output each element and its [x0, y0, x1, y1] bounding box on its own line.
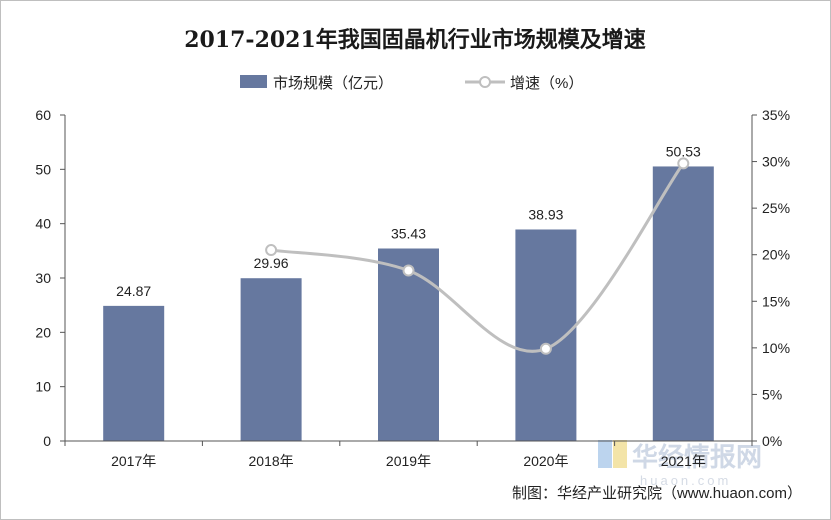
watermark-logo-left [598, 440, 612, 468]
growth-point-1 [265, 244, 278, 257]
watermark: 华经情报网 huaon.com [598, 440, 762, 488]
bar-data-label-2: 35.43 [391, 225, 426, 241]
bar-data-label-3: 38.93 [528, 206, 563, 222]
y-right-tick-label-4: 20% [762, 247, 790, 263]
y-right-tick-label-2: 10% [762, 340, 790, 356]
line-series [265, 157, 690, 355]
bar-2 [378, 248, 439, 441]
y-left-tick-label-0: 0 [43, 433, 51, 449]
x-tick-label-4: 2021年 [661, 453, 706, 469]
source-text: 制图：华经产业研究院（www.huaon.com） [512, 484, 802, 502]
bar-data-label-0: 24.87 [116, 283, 151, 299]
growth-point-3 [539, 342, 552, 355]
legend-label-bar: 市场规模（亿元） [273, 75, 393, 92]
x-tick-label-1: 2018年 [249, 453, 294, 469]
growth-point-4 [677, 157, 690, 170]
watermark-url: huaon.com [640, 473, 731, 488]
y-left-tick-label-6: 60 [35, 107, 51, 123]
growth-line [270, 162, 685, 353]
watermark-text: 华经情报网 [632, 442, 762, 472]
bar-0 [103, 305, 165, 441]
legend-bar-swatch [240, 75, 267, 88]
y-left-tick-label-5: 50 [35, 161, 51, 177]
bar-data-label-4: 50.53 [666, 143, 701, 159]
watermark-logo-right [613, 440, 627, 468]
y-left-tick-label-3: 30 [35, 270, 51, 286]
y-right-tick-label-0: 0% [762, 433, 782, 449]
x-tick-label-3: 2020年 [523, 453, 568, 469]
y-right-tick-label-6: 30% [762, 154, 790, 170]
growth-point-2 [402, 264, 415, 277]
y-right-tick-label-7: 35% [762, 107, 790, 123]
legend: 市场规模（亿元） 增速（%） [240, 75, 583, 92]
y-right-tick-label-3: 15% [762, 293, 790, 309]
bar-4 [652, 166, 714, 441]
bar-series: 24.87 29.96 35.43 38.93 50.53 [103, 143, 714, 441]
y-right-tick-label-1: 5% [762, 386, 782, 402]
legend-line-marker [479, 76, 491, 88]
x-tick-label-0: 2017年 [111, 453, 156, 469]
y-left-tick-label-4: 40 [35, 216, 51, 232]
bar-1 [240, 278, 302, 441]
bar-data-label-1: 29.96 [254, 255, 289, 271]
legend-label-line: 增速（%） [510, 75, 583, 92]
chart-title: 2017-2021年我国固晶机行业市场规模及增速 [184, 27, 646, 53]
y-left-tick-label-2: 20 [35, 324, 51, 340]
x-tick-label-2: 2019年 [386, 453, 431, 469]
y-left-tick-label-1: 10 [35, 379, 51, 395]
axes: 0 10 20 30 40 50 60 0% 5% 10% 15% 20% 25% 30% 35% 2017年… [35, 107, 790, 469]
y-right-tick-label-5: 25% [762, 200, 790, 216]
